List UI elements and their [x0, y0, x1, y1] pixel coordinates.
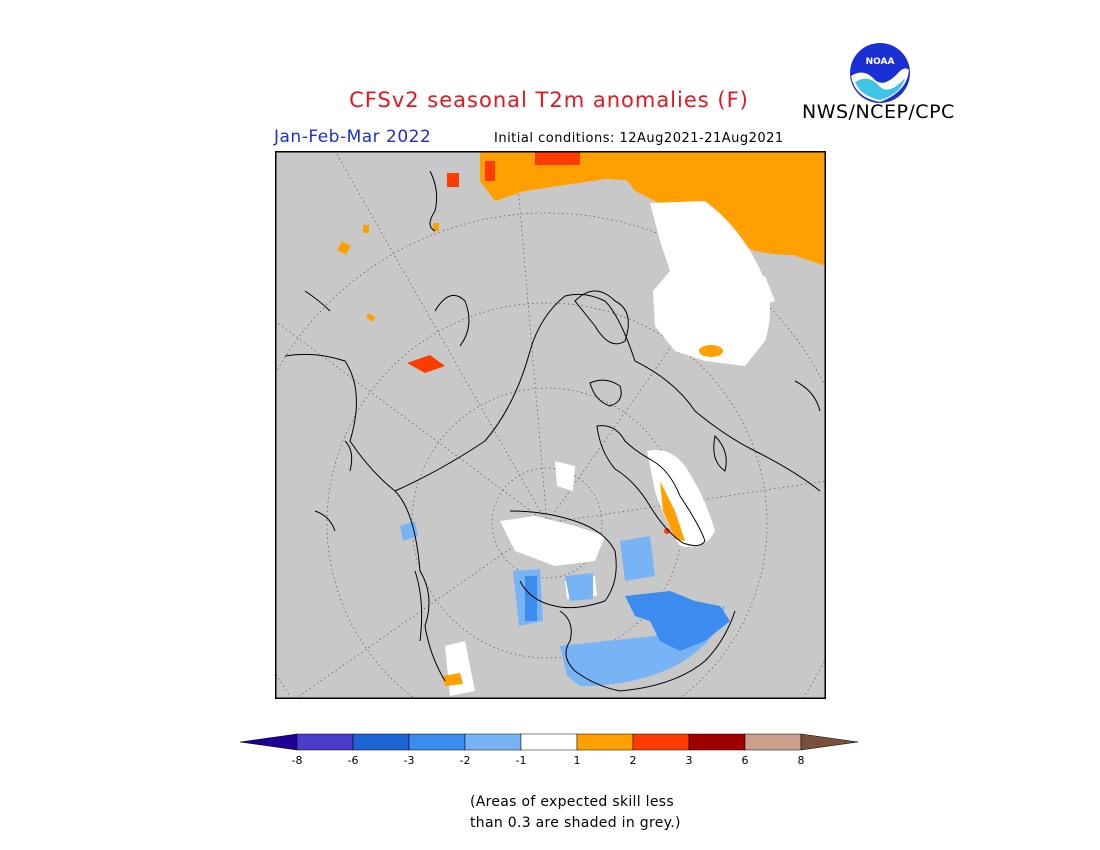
- anomaly-neutral-right: [650, 201, 775, 366]
- legend-box: [744, 733, 802, 751]
- legend-box: [576, 733, 634, 751]
- anomaly-warm-bottom: [443, 673, 463, 686]
- legend-boxes: [240, 733, 859, 751]
- legend-tick-label: 2: [630, 754, 637, 767]
- legend-tick-label: -8: [292, 754, 303, 767]
- anomaly-greenland: [647, 450, 715, 547]
- legend-tick-label: -2: [460, 754, 471, 767]
- color-legend: -8 -6 -3 -2 -1 1 2 3 6 8: [240, 733, 859, 767]
- legend-box: [688, 733, 746, 751]
- skill-note-line1: (Areas of expected skill less: [470, 794, 674, 810]
- noaa-logo: NOAA: [850, 43, 910, 103]
- legend-box: [632, 733, 690, 751]
- anomaly-warm-top: [480, 151, 826, 266]
- legend-tick-label: -1: [516, 754, 527, 767]
- legend-box: [352, 733, 410, 751]
- legend-tick-label: -6: [348, 754, 359, 767]
- legend-box: [408, 733, 466, 751]
- legend-tick-label: 6: [742, 754, 749, 767]
- season-label: Jan-Feb-Mar 2022: [274, 127, 432, 147]
- anomaly-warm-spot: [699, 345, 723, 357]
- legend-tick-label: 1: [574, 754, 581, 767]
- legend-arrow-left: [240, 733, 298, 751]
- legend-ticks: -8 -6 -3 -2 -1 1 2 3 6 8: [292, 754, 805, 767]
- legend-arrow-right: [800, 733, 859, 751]
- anomaly-warm-fragments: [337, 223, 439, 322]
- legend-tick-label: -3: [404, 754, 415, 767]
- skill-note: (Areas of expected skill less than 0.3 a…: [470, 792, 681, 834]
- legend-box: [520, 733, 578, 751]
- legend-box: [296, 733, 354, 751]
- legend-tick-label: 3: [686, 754, 693, 767]
- anomaly-red-top: [447, 151, 580, 187]
- page-title: CFSv2 seasonal T2m anomalies (F): [349, 88, 749, 112]
- polar-map: [275, 151, 826, 699]
- legend-box: [464, 733, 522, 751]
- skill-note-line2: than 0.3 are shaded in grey.): [470, 815, 681, 831]
- initial-conditions-label: Initial conditions: 12Aug2021-21Aug2021: [494, 131, 784, 146]
- legend-tick-label: 8: [798, 754, 805, 767]
- anomaly-red-fragment: [407, 355, 445, 373]
- agency-label: NWS/NCEP/CPC: [802, 101, 955, 123]
- coastlines: [284, 170, 821, 692]
- anomaly-cold-medium: [525, 576, 730, 651]
- svg-text:NOAA: NOAA: [866, 57, 895, 67]
